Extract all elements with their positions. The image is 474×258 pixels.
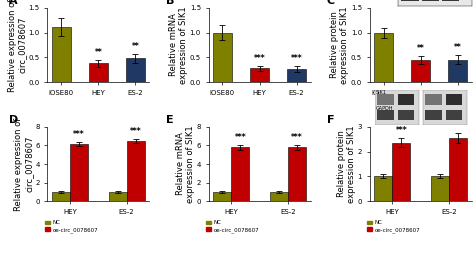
- Bar: [374, 33, 393, 82]
- Bar: [411, 60, 430, 82]
- Text: ***: ***: [235, 133, 246, 142]
- Text: ***: ***: [254, 54, 265, 63]
- Bar: [270, 192, 288, 201]
- Bar: [431, 176, 449, 201]
- Bar: [89, 63, 108, 82]
- Text: A: A: [9, 0, 17, 6]
- Bar: [52, 27, 71, 82]
- Bar: [126, 58, 145, 82]
- Legend: NC, oe-circ_0078607: NC, oe-circ_0078607: [206, 220, 259, 233]
- Text: ***: ***: [396, 126, 407, 135]
- Bar: [127, 141, 145, 201]
- Bar: [52, 192, 70, 201]
- Text: C: C: [327, 0, 335, 6]
- Bar: [392, 143, 410, 201]
- Bar: [288, 147, 306, 201]
- Bar: [70, 143, 88, 201]
- Y-axis label: Relative expression of
circ_0078607: Relative expression of circ_0078607: [15, 117, 34, 211]
- Text: **: **: [454, 43, 462, 52]
- Bar: [287, 69, 306, 82]
- Text: **: **: [417, 44, 425, 53]
- Y-axis label: Relative mRNA
expression of SIK1: Relative mRNA expression of SIK1: [175, 125, 195, 203]
- Bar: [213, 33, 232, 82]
- Text: **: **: [94, 48, 102, 57]
- Text: ***: ***: [291, 133, 302, 142]
- Text: E: E: [166, 115, 173, 125]
- Bar: [448, 60, 467, 82]
- Text: D: D: [9, 115, 18, 125]
- Legend: NC, oe-circ_0078607: NC, oe-circ_0078607: [45, 220, 98, 233]
- Bar: [449, 138, 467, 201]
- Text: F: F: [327, 115, 334, 125]
- Bar: [250, 68, 269, 82]
- Text: ***: ***: [130, 127, 142, 136]
- Y-axis label: Relative protein
expression of SIK1: Relative protein expression of SIK1: [337, 125, 356, 203]
- Y-axis label: Relative mRNA
expression of SIK1: Relative mRNA expression of SIK1: [169, 6, 188, 84]
- Text: **: **: [132, 42, 139, 51]
- Text: ***: ***: [73, 130, 85, 139]
- Bar: [213, 192, 231, 201]
- Bar: [231, 147, 249, 201]
- Y-axis label: Relative protein
expression of SIK1: Relative protein expression of SIK1: [330, 6, 349, 84]
- Bar: [109, 192, 127, 201]
- Text: B: B: [166, 0, 174, 6]
- Legend: NC, oe-circ_0078607: NC, oe-circ_0078607: [367, 220, 420, 233]
- Bar: [374, 176, 392, 201]
- Text: ***: ***: [291, 54, 302, 63]
- Y-axis label: Relative expression of
circ_0078607: Relative expression of circ_0078607: [8, 0, 27, 92]
- Text: ***: ***: [452, 121, 464, 130]
